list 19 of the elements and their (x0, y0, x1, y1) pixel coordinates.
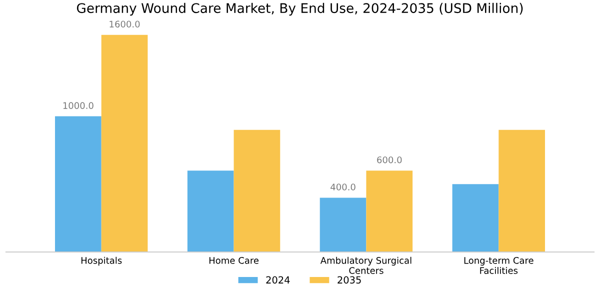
bar (187, 170, 234, 252)
bar (55, 116, 102, 252)
x-tick-label: Ambulatory Surgical Centers (320, 256, 412, 274)
legend-label: 2024 (266, 276, 290, 284)
bar (320, 198, 366, 252)
bar (452, 184, 499, 252)
x-tick-label: Home Care (209, 257, 259, 264)
data-label: 1000.0 (63, 102, 94, 109)
data-label: 400.0 (330, 184, 356, 190)
chart-title: Germany Wound Care Market, By End Use, 2024-2035 (USD Million) (76, 2, 523, 16)
legend-label: 2035 (338, 276, 361, 284)
data-label: 600.0 (377, 156, 402, 164)
bar (498, 130, 545, 252)
bar (101, 34, 148, 252)
bar (366, 170, 413, 252)
bar (234, 130, 280, 252)
x-tick-label: Hospitals (81, 256, 122, 266)
data-label: 1600.0 (110, 20, 140, 28)
x-tick-label: Long-term Care Facilities (464, 257, 534, 274)
